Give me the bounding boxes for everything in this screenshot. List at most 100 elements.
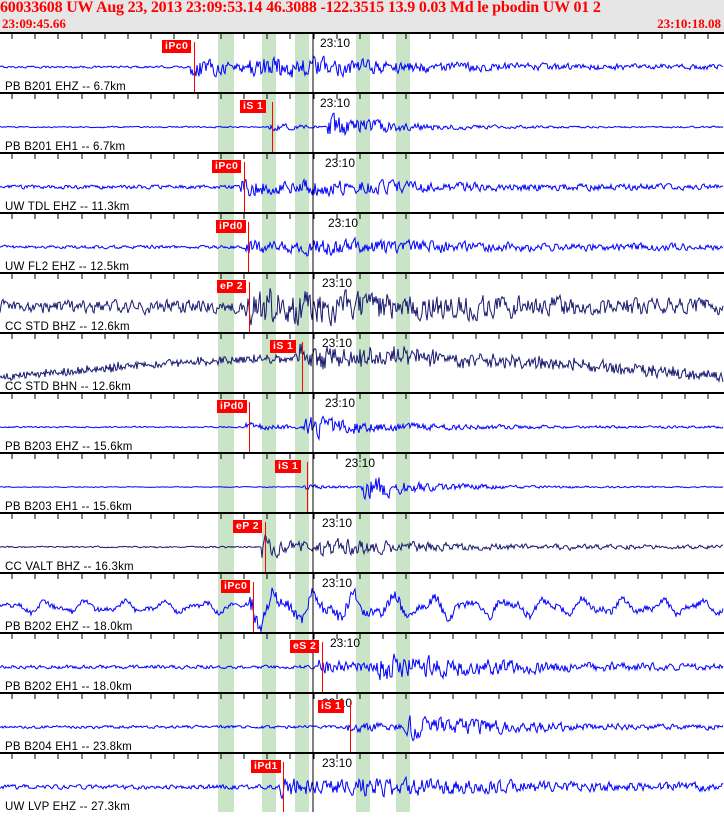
phase-pick-stem bbox=[322, 642, 323, 692]
coincidence-band bbox=[396, 34, 410, 92]
waveform bbox=[0, 514, 724, 572]
phase-pick-label[interactable]: iPd0 bbox=[217, 400, 247, 413]
phase-pick-label[interactable]: eP 2 bbox=[217, 280, 247, 293]
phase-pick[interactable]: iPd0 bbox=[0, 214, 724, 272]
coincidence-band bbox=[396, 694, 410, 752]
phase-pick[interactable]: eS 2 bbox=[0, 634, 724, 692]
phase-pick-label[interactable]: iS 1 bbox=[240, 100, 267, 113]
station-label: CC VALT BHZ -- 16.3km bbox=[5, 561, 134, 572]
trace-panel[interactable]: 23:10 iPc0 PB B201 EHZ -- 6.7km bbox=[0, 32, 724, 92]
trace-panel[interactable]: 23:10 iPc0 UW TDL EHZ -- 11.3km bbox=[0, 152, 724, 212]
waveform bbox=[0, 154, 724, 212]
phase-pick[interactable]: iPc0 bbox=[0, 34, 724, 92]
coincidence-band bbox=[396, 334, 410, 392]
coincidence-band bbox=[295, 574, 309, 632]
coincidence-band bbox=[356, 334, 370, 392]
trace-panel[interactable]: 23:10 eS 2 PB B202 EH1 -- 18.0km bbox=[0, 632, 724, 692]
time-marker-label: 23:10 bbox=[322, 576, 353, 590]
waveform bbox=[0, 394, 724, 452]
coincidence-band bbox=[218, 454, 234, 512]
phase-pick[interactable]: iS 1 bbox=[0, 694, 724, 752]
phase-pick-label[interactable]: iS 1 bbox=[270, 340, 297, 353]
trace-panel[interactable]: 23:10 iS 1 PB B203 EH1 -- 15.6km bbox=[0, 452, 724, 512]
time-marker-label: 23:10 bbox=[345, 456, 376, 470]
coincidence-band bbox=[218, 694, 234, 752]
coincidence-band bbox=[356, 214, 370, 272]
time-marker-label: 23:10 bbox=[322, 756, 353, 770]
phase-pick[interactable]: iPd0 bbox=[0, 394, 724, 452]
station-label: CC STD BHZ -- 12.6km bbox=[5, 321, 130, 332]
phase-pick-label[interactable]: eS 2 bbox=[290, 640, 320, 653]
coincidence-band bbox=[218, 34, 234, 92]
time-marker-label: 23:10 bbox=[322, 276, 353, 290]
phase-pick[interactable]: iS 1 bbox=[0, 334, 724, 392]
window-start-time: 23:09:45.66 bbox=[2, 16, 66, 31]
phase-pick-label[interactable]: iPc0 bbox=[221, 580, 251, 593]
time-marker-label: 23:10 bbox=[325, 396, 356, 410]
trace-panel[interactable]: 23:10 eP 2 CC VALT BHZ -- 16.3km bbox=[0, 512, 724, 572]
coincidence-band bbox=[262, 394, 276, 452]
waveform bbox=[0, 274, 724, 332]
coincidence-band bbox=[218, 634, 234, 692]
time-marker-label: 23:10 bbox=[322, 336, 353, 350]
event-summary-line: 60033608 UW Aug 23, 2013 23:09:53.14 46.… bbox=[0, 0, 601, 16]
station-label: PB B202 EHZ -- 18.0km bbox=[5, 621, 133, 632]
waveform bbox=[0, 214, 724, 272]
coincidence-band bbox=[262, 214, 276, 272]
phase-pick-stem bbox=[350, 702, 351, 752]
trace-panel[interactable]: 23:10 iPd0 UW FL2 EHZ -- 12.5km bbox=[0, 212, 724, 272]
phase-pick[interactable]: eP 2 bbox=[0, 514, 724, 572]
station-label: CC STD BHN -- 12.6km bbox=[5, 381, 132, 392]
trace-panel[interactable]: 23:10 iPc0 PB B202 EHZ -- 18.0km bbox=[0, 572, 724, 632]
phase-pick-label[interactable]: iS 1 bbox=[318, 700, 345, 713]
phase-pick[interactable]: iS 1 bbox=[0, 454, 724, 512]
phase-pick-stem bbox=[244, 162, 245, 212]
trace-panel[interactable]: 23:10 iPd0 PB B203 EHZ -- 15.6km bbox=[0, 392, 724, 452]
phase-pick-label[interactable]: iPc0 bbox=[162, 40, 192, 53]
trace-panel[interactable]: 23:10 eP 2 CC STD BHZ -- 12.6km bbox=[0, 272, 724, 332]
coincidence-band bbox=[262, 34, 276, 92]
waveform bbox=[0, 34, 724, 92]
station-label: UW LVP EHZ -- 27.3km bbox=[5, 801, 130, 812]
phase-pick[interactable]: iPd1 bbox=[0, 754, 724, 812]
coincidence-band bbox=[295, 694, 309, 752]
coincidence-band bbox=[396, 154, 410, 212]
window-end-time: 23:10:18.08 bbox=[657, 16, 721, 31]
coincidence-band bbox=[356, 394, 370, 452]
phase-pick[interactable]: iPc0 bbox=[0, 574, 724, 632]
phase-pick-label[interactable]: iPd0 bbox=[216, 220, 246, 233]
phase-pick-stem bbox=[249, 282, 250, 332]
coincidence-band bbox=[356, 694, 370, 752]
phase-pick-stem bbox=[194, 42, 195, 92]
coincidence-band bbox=[396, 514, 410, 572]
trace-panel[interactable]: 23:10 iS 1 PB B201 EH1 -- 6.7km bbox=[0, 92, 724, 152]
coincidence-band bbox=[262, 634, 276, 692]
phase-pick[interactable]: eP 2 bbox=[0, 274, 724, 332]
phase-pick[interactable]: iS 1 bbox=[0, 94, 724, 152]
phase-pick-label[interactable]: iS 1 bbox=[275, 460, 302, 473]
phase-pick-label[interactable]: iPc0 bbox=[212, 160, 242, 173]
time-marker-label: 23:10 bbox=[320, 36, 351, 50]
phase-pick[interactable]: iPc0 bbox=[0, 154, 724, 212]
coincidence-band bbox=[396, 454, 410, 512]
phase-pick-stem bbox=[307, 462, 308, 512]
station-label: PB B204 EH1 -- 23.8km bbox=[5, 741, 132, 752]
phase-pick-stem bbox=[283, 762, 284, 812]
coincidence-band bbox=[356, 454, 370, 512]
coincidence-band bbox=[218, 94, 234, 152]
trace-panel[interactable]: 23:10 iPd1 UW LVP EHZ -- 27.3km bbox=[0, 752, 724, 812]
phase-pick-stem bbox=[302, 342, 303, 392]
coincidence-band bbox=[262, 454, 276, 512]
coincidence-band bbox=[218, 754, 234, 812]
phase-pick-label[interactable]: iPd1 bbox=[251, 760, 281, 773]
coincidence-band bbox=[295, 34, 309, 92]
coincidence-band bbox=[396, 634, 410, 692]
coincidence-band bbox=[218, 334, 234, 392]
coincidence-band bbox=[295, 394, 309, 452]
trace-panel[interactable]: 23:10 iS 1 CC STD BHN -- 12.6km bbox=[0, 332, 724, 392]
coincidence-band bbox=[218, 514, 234, 572]
phase-pick-stem bbox=[249, 402, 250, 452]
phase-pick-label[interactable]: eP 2 bbox=[233, 520, 263, 533]
